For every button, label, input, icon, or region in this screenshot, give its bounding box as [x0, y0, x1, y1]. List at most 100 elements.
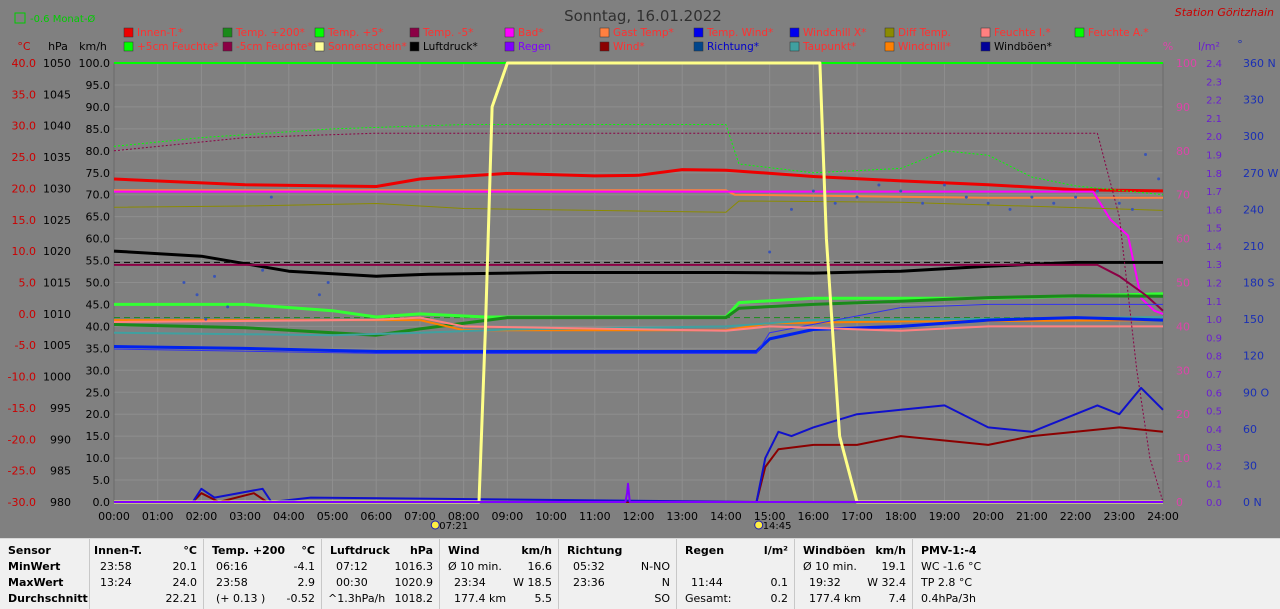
stats-sensor-title: Sensor [8, 544, 51, 557]
pressure-tick-label: 1015 [43, 277, 71, 290]
wind-tick-label: 100.0 [79, 57, 111, 70]
rain-tick-label: 1.3 [1206, 260, 1222, 271]
direction-point [1008, 207, 1012, 211]
stats-windboeen-title: Windböen [803, 544, 866, 557]
wind-tick-label: 50.0 [86, 277, 111, 290]
legend-label: Regen [518, 41, 551, 53]
direction-point [195, 293, 199, 297]
rain-tick-label: 2.4 [1206, 59, 1222, 70]
temp-tick-label: -5.0 [15, 339, 36, 352]
wind-tick-label: 95.0 [86, 79, 111, 92]
pressure-tick-label: 1005 [43, 339, 71, 352]
wind-tick-label: 70.0 [86, 189, 111, 202]
avg-toggle-label: -0.6 Monat-Ø [30, 13, 95, 25]
temp-tick-label: -10.0 [8, 371, 36, 384]
direction-point [899, 189, 903, 193]
stats-windboeen-max-value: W 32.4 [867, 576, 906, 589]
pressure-tick-label: 1040 [43, 120, 71, 133]
direction-point [1117, 201, 1121, 205]
legend-swatch [123, 27, 134, 38]
time-tick-label: 11:00 [579, 510, 611, 523]
direction-point [964, 195, 968, 199]
rain-tick-label: 2.2 [1206, 96, 1222, 107]
legend-swatch [222, 27, 233, 38]
chart-legend: Innen-T.* Temp. +200* Temp. +5* Temp. -5* Ba… [123, 27, 1149, 53]
stats-wind-avg-value: 5.5 [534, 592, 553, 605]
series-line-temp-5 [114, 263, 1164, 312]
stats-richtung-avg-value: SO [654, 592, 670, 605]
wind-tick-label: 60.0 [86, 233, 111, 246]
direction-tick-label: 210 [1243, 240, 1264, 253]
stats-temp200-unit: °C [301, 544, 315, 557]
wind-tick-label: 20.0 [86, 408, 111, 421]
wind-tick-label: 30.0 [86, 364, 111, 377]
wind-tick-label: 85.0 [86, 123, 111, 136]
stats-temp200-max-time: 23:58 [216, 576, 248, 589]
rain-tick-label: 0.0 [1206, 498, 1222, 509]
direction-tick-label: 90 O [1243, 386, 1269, 399]
humidity-tick-label: 30 [1176, 364, 1190, 377]
direction-point [1052, 201, 1056, 205]
direction-tick-label: 180 S [1243, 277, 1274, 290]
time-tick-label: 00:00 [98, 510, 130, 523]
humidity-tick-label: 40 [1176, 320, 1190, 333]
wind-tick-label: 25.0 [86, 386, 111, 399]
stats-windboeen-distance: 177.4 km [809, 592, 862, 605]
wind-tick-label: 10.0 [86, 452, 111, 465]
legend-label: Richtung* [707, 41, 759, 53]
direction-point [986, 201, 990, 205]
rain-tick-label: 1.7 [1206, 187, 1222, 198]
legend-label: Innen-T.* [137, 27, 183, 39]
humidity-unit-label: % [1163, 40, 1173, 53]
legend-label: Luftdruck* [423, 41, 478, 53]
stats-innen-avg-value: 22.21 [165, 592, 198, 605]
time-tick-label: 15:00 [754, 510, 786, 523]
rain-tick-label: 0.1 [1206, 480, 1222, 491]
series-line-windchill-x [113, 303, 1163, 354]
legend-label: +5cm Feuchte* [137, 41, 219, 53]
sunset-icon [754, 520, 764, 530]
series-line-feuchte-i [113, 316, 1163, 332]
stats-luftdruck-avg-value: 1018.2 [394, 592, 434, 605]
legend-swatch [789, 27, 800, 38]
wind-tick-label: 35.0 [86, 342, 111, 355]
wind-tick-label: 5.0 [93, 474, 111, 487]
avg-toggle-checkbox[interactable] [14, 12, 26, 24]
time-tick-label: 03:00 [229, 510, 261, 523]
legend-label: Wind* [613, 41, 645, 53]
direction-tick-label: 0 N [1243, 496, 1262, 509]
time-tick-label: 18:00 [885, 510, 917, 523]
stats-regen-max-time: 11:44 [691, 576, 723, 589]
legend-label: Windchill* [898, 41, 951, 53]
direction-point [204, 317, 208, 321]
temp-tick-label: -30.0 [8, 496, 36, 509]
pressure-tick-label: 1010 [43, 308, 71, 321]
stats-windboeen-avg10-label: Ø 10 min. [803, 560, 857, 573]
series-line-gast-temp [114, 189, 1163, 199]
rain-unit-label: l/m² [1198, 40, 1220, 53]
stats-innen-max-value: 24.0 [172, 576, 198, 589]
stats-pmv-dewpoint: TP 2.8 °C [921, 576, 973, 589]
stats-windboeen-avg-value: 7.4 [888, 592, 907, 605]
rain-tick-label: 0.4 [1206, 425, 1222, 436]
stats-luftdruck-min-time: 07:12 [336, 560, 368, 573]
stats-pmv-windchill: WC -1.6 °C [921, 560, 982, 573]
wind-tick-label: 90.0 [86, 101, 111, 114]
stats-regen-total-label: Gesamt: [685, 592, 732, 605]
temp-tick-label: 20.0 [12, 182, 37, 195]
time-tick-label: 02:00 [186, 510, 218, 523]
direction-tick-label: 330 [1243, 94, 1264, 107]
pressure-tick-label: 995 [50, 402, 71, 415]
humidity-tick-label: 60 [1176, 233, 1190, 246]
weather-chart: Sonntag, 16.01.2022 Station Göritzhain -… [8, 6, 1279, 532]
humidity-tick-label: 100 [1176, 57, 1197, 70]
temp-tick-label: 5.0 [19, 277, 37, 290]
sunrise-time: 07:21 [439, 521, 468, 532]
chart-series [113, 61, 1164, 504]
stats-richtung-max-time: 23:36 [573, 576, 605, 589]
legend-label: Sonnenschein* [328, 41, 407, 53]
legend-label: Temp. -5* [422, 27, 473, 39]
temp-tick-label: -25.0 [8, 465, 36, 478]
direction-point [326, 281, 330, 284]
stats-regen: Regen l/m² 11:44 0.1 Gesamt: 0.2 [677, 539, 795, 609]
